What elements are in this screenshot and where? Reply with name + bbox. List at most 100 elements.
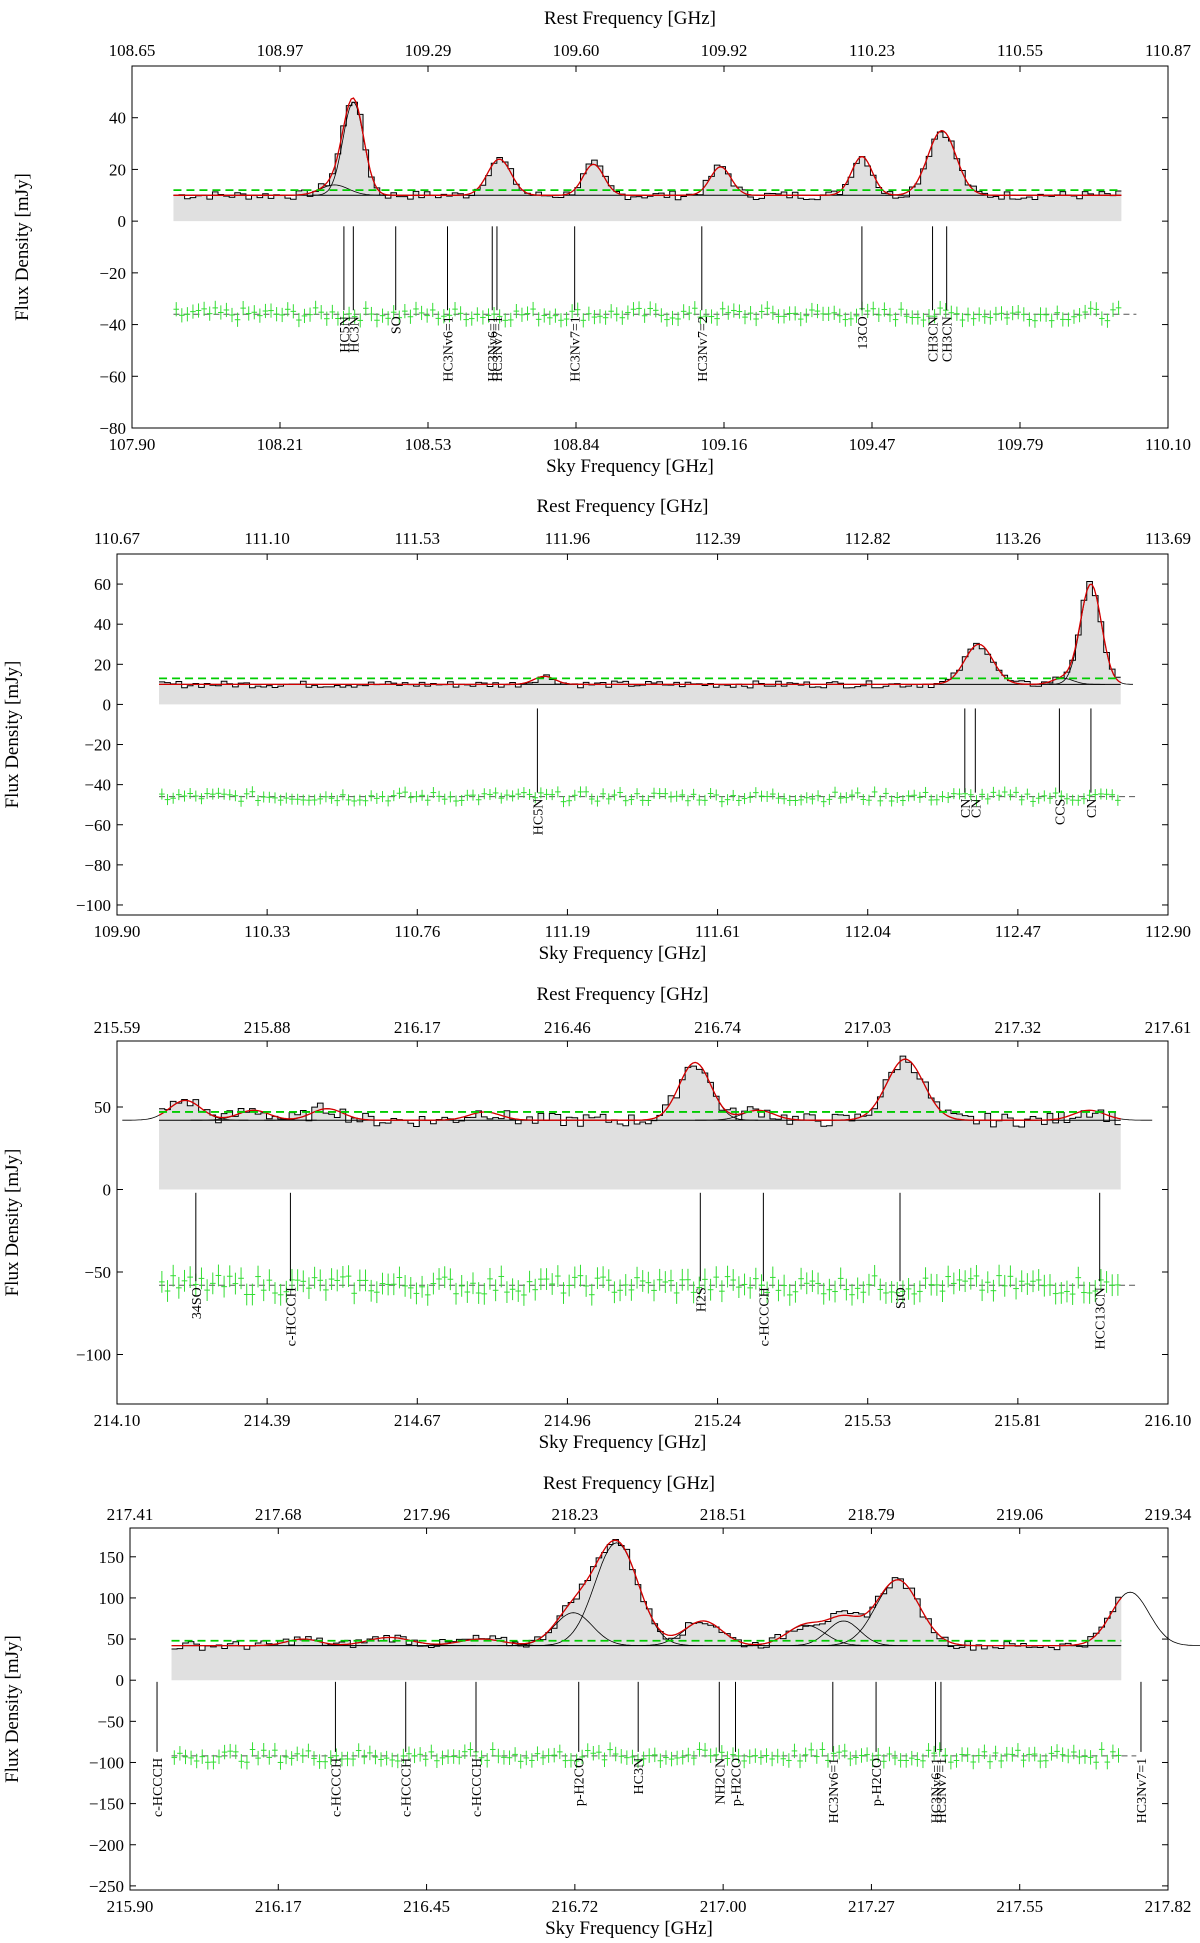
y-tick-label: −40 <box>99 316 126 335</box>
line-id-label: HC3Nv7=1 <box>569 316 584 381</box>
y-tick-label: −80 <box>84 856 111 875</box>
y-tick-label: −40 <box>84 776 111 795</box>
top-tick-label: 217.68 <box>255 1505 302 1524</box>
panel-3: Rest Frequency [GHz] 215.59 214.10 215.88 21… <box>2 984 1191 1453</box>
y-tick-label: 40 <box>109 109 126 128</box>
top-tick-label: 215.88 <box>244 1018 291 1037</box>
line-id-label: HC3N <box>632 1758 647 1795</box>
bottom-tick-label: 216.45 <box>403 1897 450 1916</box>
y-axis-label: Flux Density [mJy] <box>12 173 33 321</box>
top-tick-label: 216.46 <box>544 1018 591 1037</box>
top-tick-label: 109.60 <box>553 41 600 60</box>
line-id-label: c-HCCCH <box>400 1758 415 1817</box>
top-tick-label: 111.96 <box>545 529 591 548</box>
spectrum-fill <box>159 581 1121 705</box>
spectrum-line <box>173 101 1122 201</box>
line-id-label: CN <box>959 799 974 818</box>
bottom-tick-label: 111.61 <box>695 922 741 941</box>
top-tick-label: 112.82 <box>845 529 891 548</box>
top-tick-label: 217.32 <box>994 1018 1041 1037</box>
bottom-tick-label: 112.47 <box>995 922 1042 941</box>
bottom-tick-label: 109.16 <box>701 435 748 454</box>
top-tick-label: 217.61 <box>1145 1018 1192 1037</box>
line-id-label: HC5N <box>531 799 546 836</box>
bottom-tick-label: 215.81 <box>994 1411 1041 1430</box>
panel-4: Rest Frequency [GHz] 217.41 215.90 217.68 21… <box>2 1473 1200 1939</box>
y-tick-label: 20 <box>109 160 126 179</box>
spectrum-line <box>159 580 1121 689</box>
line-id-label: HCC13CN <box>1094 1287 1109 1349</box>
bottom-tick-label: 217.55 <box>996 1897 1043 1916</box>
bottom-tick-label: 215.24 <box>694 1411 741 1430</box>
panel-1: Rest Frequency [GHz] 108.65 107.90 108.97 10… <box>12 8 1192 477</box>
top-tick-label: 110.87 <box>1145 41 1192 60</box>
top-tick-label: 108.65 <box>109 41 156 60</box>
bottom-tick-label: 214.10 <box>94 1411 141 1430</box>
line-id-label: HC3Nv6=1 <box>486 316 501 381</box>
top-tick-label: 109.29 <box>405 41 452 60</box>
bottom-tick-label: 217.27 <box>848 1897 895 1916</box>
y-axis-label: Flux Density [mJy] <box>2 1635 23 1783</box>
top-tick-label: 217.41 <box>107 1505 154 1524</box>
line-id-label: HC3N <box>347 316 362 353</box>
top-tick-label: 218.23 <box>551 1505 598 1524</box>
y-tick-label: 0 <box>116 1671 125 1690</box>
bottom-tick-label: 217.00 <box>700 1897 747 1916</box>
y-tick-label: −20 <box>99 264 126 283</box>
y-tick-label: −50 <box>97 1712 124 1731</box>
component-fit <box>497 1612 649 1646</box>
line-id-label: HC5N <box>338 316 353 353</box>
bottom-tick-label: 109.90 <box>94 922 141 941</box>
line-id-label: HC3Nv6=1 <box>930 1758 945 1823</box>
line-id-label: c-HCCCH <box>329 1758 344 1817</box>
y-tick-label: −150 <box>89 1795 124 1814</box>
y-tick-label: −200 <box>89 1836 124 1855</box>
y-tick-label: 100 <box>99 1589 125 1608</box>
bottom-tick-label: 214.67 <box>394 1411 441 1430</box>
top-axis-label: Rest Frequency [GHz] <box>536 984 708 1005</box>
y-tick-label: −50 <box>84 1263 111 1282</box>
line-id-label: HC3Nv6=1 <box>827 1758 842 1823</box>
y-tick-label: −60 <box>99 367 126 386</box>
line-id-label: HC3Nv7=1 <box>1135 1758 1150 1823</box>
line-id-label: p-H2CO <box>870 1758 885 1806</box>
top-tick-label: 113.69 <box>1145 529 1191 548</box>
bottom-tick-label: 109.47 <box>849 435 896 454</box>
top-tick-label: 219.06 <box>996 1505 1043 1524</box>
bottom-tick-label: 217.82 <box>1145 1897 1192 1916</box>
bottom-axis-label: Sky Frequency [GHz] <box>539 943 707 964</box>
total-fit <box>159 583 1122 686</box>
y-tick-label: 20 <box>94 655 111 674</box>
line-id-label: c-HCCCH <box>284 1287 299 1346</box>
y-tick-label: 0 <box>103 695 112 714</box>
total-fit <box>173 97 1122 196</box>
top-tick-label: 110.23 <box>849 41 895 60</box>
bottom-tick-label: 108.21 <box>257 435 304 454</box>
top-tick-label: 113.26 <box>995 529 1041 548</box>
bottom-tick-label: 110.33 <box>244 922 290 941</box>
bottom-tick-label: 108.84 <box>553 435 600 454</box>
top-tick-label: 215.59 <box>94 1018 141 1037</box>
line-id-label: CN <box>969 799 984 818</box>
y-tick-label: 50 <box>107 1630 124 1649</box>
top-axis-label: Rest Frequency [GHz] <box>543 1473 715 1494</box>
top-tick-label: 111.10 <box>244 529 290 548</box>
bottom-tick-label: 216.10 <box>1145 1411 1192 1430</box>
top-tick-label: 216.74 <box>694 1018 741 1037</box>
bottom-tick-label: 214.39 <box>244 1411 291 1430</box>
top-tick-label: 218.79 <box>848 1505 895 1524</box>
line-id-label: SiO <box>894 1287 909 1309</box>
top-tick-label: 218.51 <box>700 1505 747 1524</box>
y-tick-label: 50 <box>94 1098 111 1117</box>
top-tick-label: 219.34 <box>1145 1505 1192 1524</box>
line-id-label: HC3Nv7=2 <box>696 316 711 381</box>
top-tick-label: 108.97 <box>257 41 304 60</box>
plot-frame <box>116 553 1169 916</box>
y-tick-label: 40 <box>94 615 111 634</box>
line-id-label: H2S <box>694 1287 709 1312</box>
spectrum-line <box>159 1055 1121 1128</box>
bottom-axis-label: Sky Frequency [GHz] <box>546 456 714 477</box>
top-tick-label: 216.17 <box>394 1018 441 1037</box>
line-id-label: c-HCCCH <box>470 1758 485 1817</box>
line-id-label: p-H2CO <box>573 1758 588 1806</box>
